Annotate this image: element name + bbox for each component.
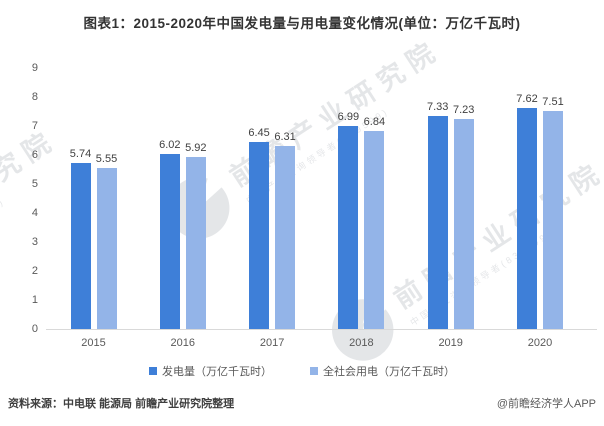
- x-axis-tick-label-2020: 2020: [527, 337, 553, 349]
- y-axis-tick-label: 5: [31, 178, 38, 190]
- legend-label-consumption: 全社会用电（万亿千瓦时）: [323, 366, 455, 378]
- bar-value-label-consumption-2020: 7.51: [542, 96, 564, 109]
- legend-marker-consumption: [310, 367, 318, 375]
- bar-generation-2015: [70, 162, 91, 329]
- source-note: 资料来源：中电联 能源局 前瞻产业研究院整理: [8, 398, 235, 410]
- legend-item-generation: 发电量（万亿千瓦时）: [149, 363, 272, 379]
- bar-value-label-generation-2018: 6.99: [337, 111, 360, 124]
- bar-value-label-generation-2019: 7.33: [426, 101, 449, 114]
- bar-value-label-generation-2020: 7.62: [516, 93, 538, 106]
- bar-consumption-2020: [543, 111, 563, 329]
- bar-consumption-2019: [453, 119, 474, 329]
- legend: 发电量（万亿千瓦时） 全社会用电（万亿千瓦时）: [0, 363, 604, 379]
- bar-generation-2019: [427, 116, 448, 329]
- y-axis-tick-label: 8: [31, 91, 38, 103]
- bar-generation-2016: [159, 154, 180, 329]
- bar-value-label-consumption-2017: 6.31: [274, 131, 296, 143]
- y-axis-tick-label: 7: [31, 120, 38, 132]
- bar-generation-2017: [249, 141, 270, 329]
- y-axis-tick-label: 3: [31, 236, 38, 248]
- bar-generation-2020: [517, 108, 537, 329]
- y-axis-tick-label: 2: [31, 265, 38, 277]
- x-axis-tick-label-2015: 2015: [81, 337, 106, 349]
- x-axis-tick-label-2018: 2018: [349, 337, 374, 349]
- y-axis-tick-label: 0: [31, 323, 38, 335]
- legend-marker-generation: [149, 367, 157, 375]
- bar-value-label-generation-2015: 5.74: [69, 147, 92, 160]
- bar-consumption-2017: [275, 146, 296, 329]
- y-axis-tick-label: 1: [31, 294, 38, 306]
- x-axis-tick-label-2017: 2017: [259, 337, 285, 349]
- y-axis-tick-label: 4: [31, 207, 38, 219]
- bar-value-label-generation-2017: 6.45: [248, 126, 270, 139]
- bar-consumption-2015: [96, 168, 117, 329]
- bar-value-label-generation-2016: 6.02: [159, 139, 181, 152]
- footer: 资料来源：中电联 能源局 前瞻产业研究院整理 @前瞻经济学人APP: [8, 395, 596, 411]
- bar-value-label-consumption-2015: 5.55: [95, 153, 118, 166]
- bar-value-label-consumption-2019: 7.23: [452, 104, 475, 117]
- credit-note: @前瞻经济学人APP: [496, 398, 596, 410]
- bar-value-label-consumption-2018: 6.84: [363, 115, 386, 128]
- y-axis-tick-label: 9: [31, 62, 38, 74]
- legend-label-generation: 发电量（万亿千瓦时）: [162, 366, 272, 378]
- bar-value-label-consumption-2016: 5.92: [185, 142, 207, 155]
- y-axis-tick-label: 6: [31, 149, 38, 161]
- x-axis-tick-label-2019: 2019: [438, 337, 463, 349]
- x-axis-line: [46, 329, 597, 330]
- bar-consumption-2018: [364, 130, 385, 329]
- x-axis-tick-label-2016: 2016: [170, 337, 196, 349]
- legend-item-consumption: 全社会用电（万亿千瓦时）: [310, 363, 455, 379]
- chart-title: 图表1：2015-2020年中国发电量与用电量变化情况(单位：万亿千瓦时): [83, 16, 521, 31]
- bar-consumption-2016: [185, 157, 206, 329]
- bar-generation-2018: [338, 126, 359, 329]
